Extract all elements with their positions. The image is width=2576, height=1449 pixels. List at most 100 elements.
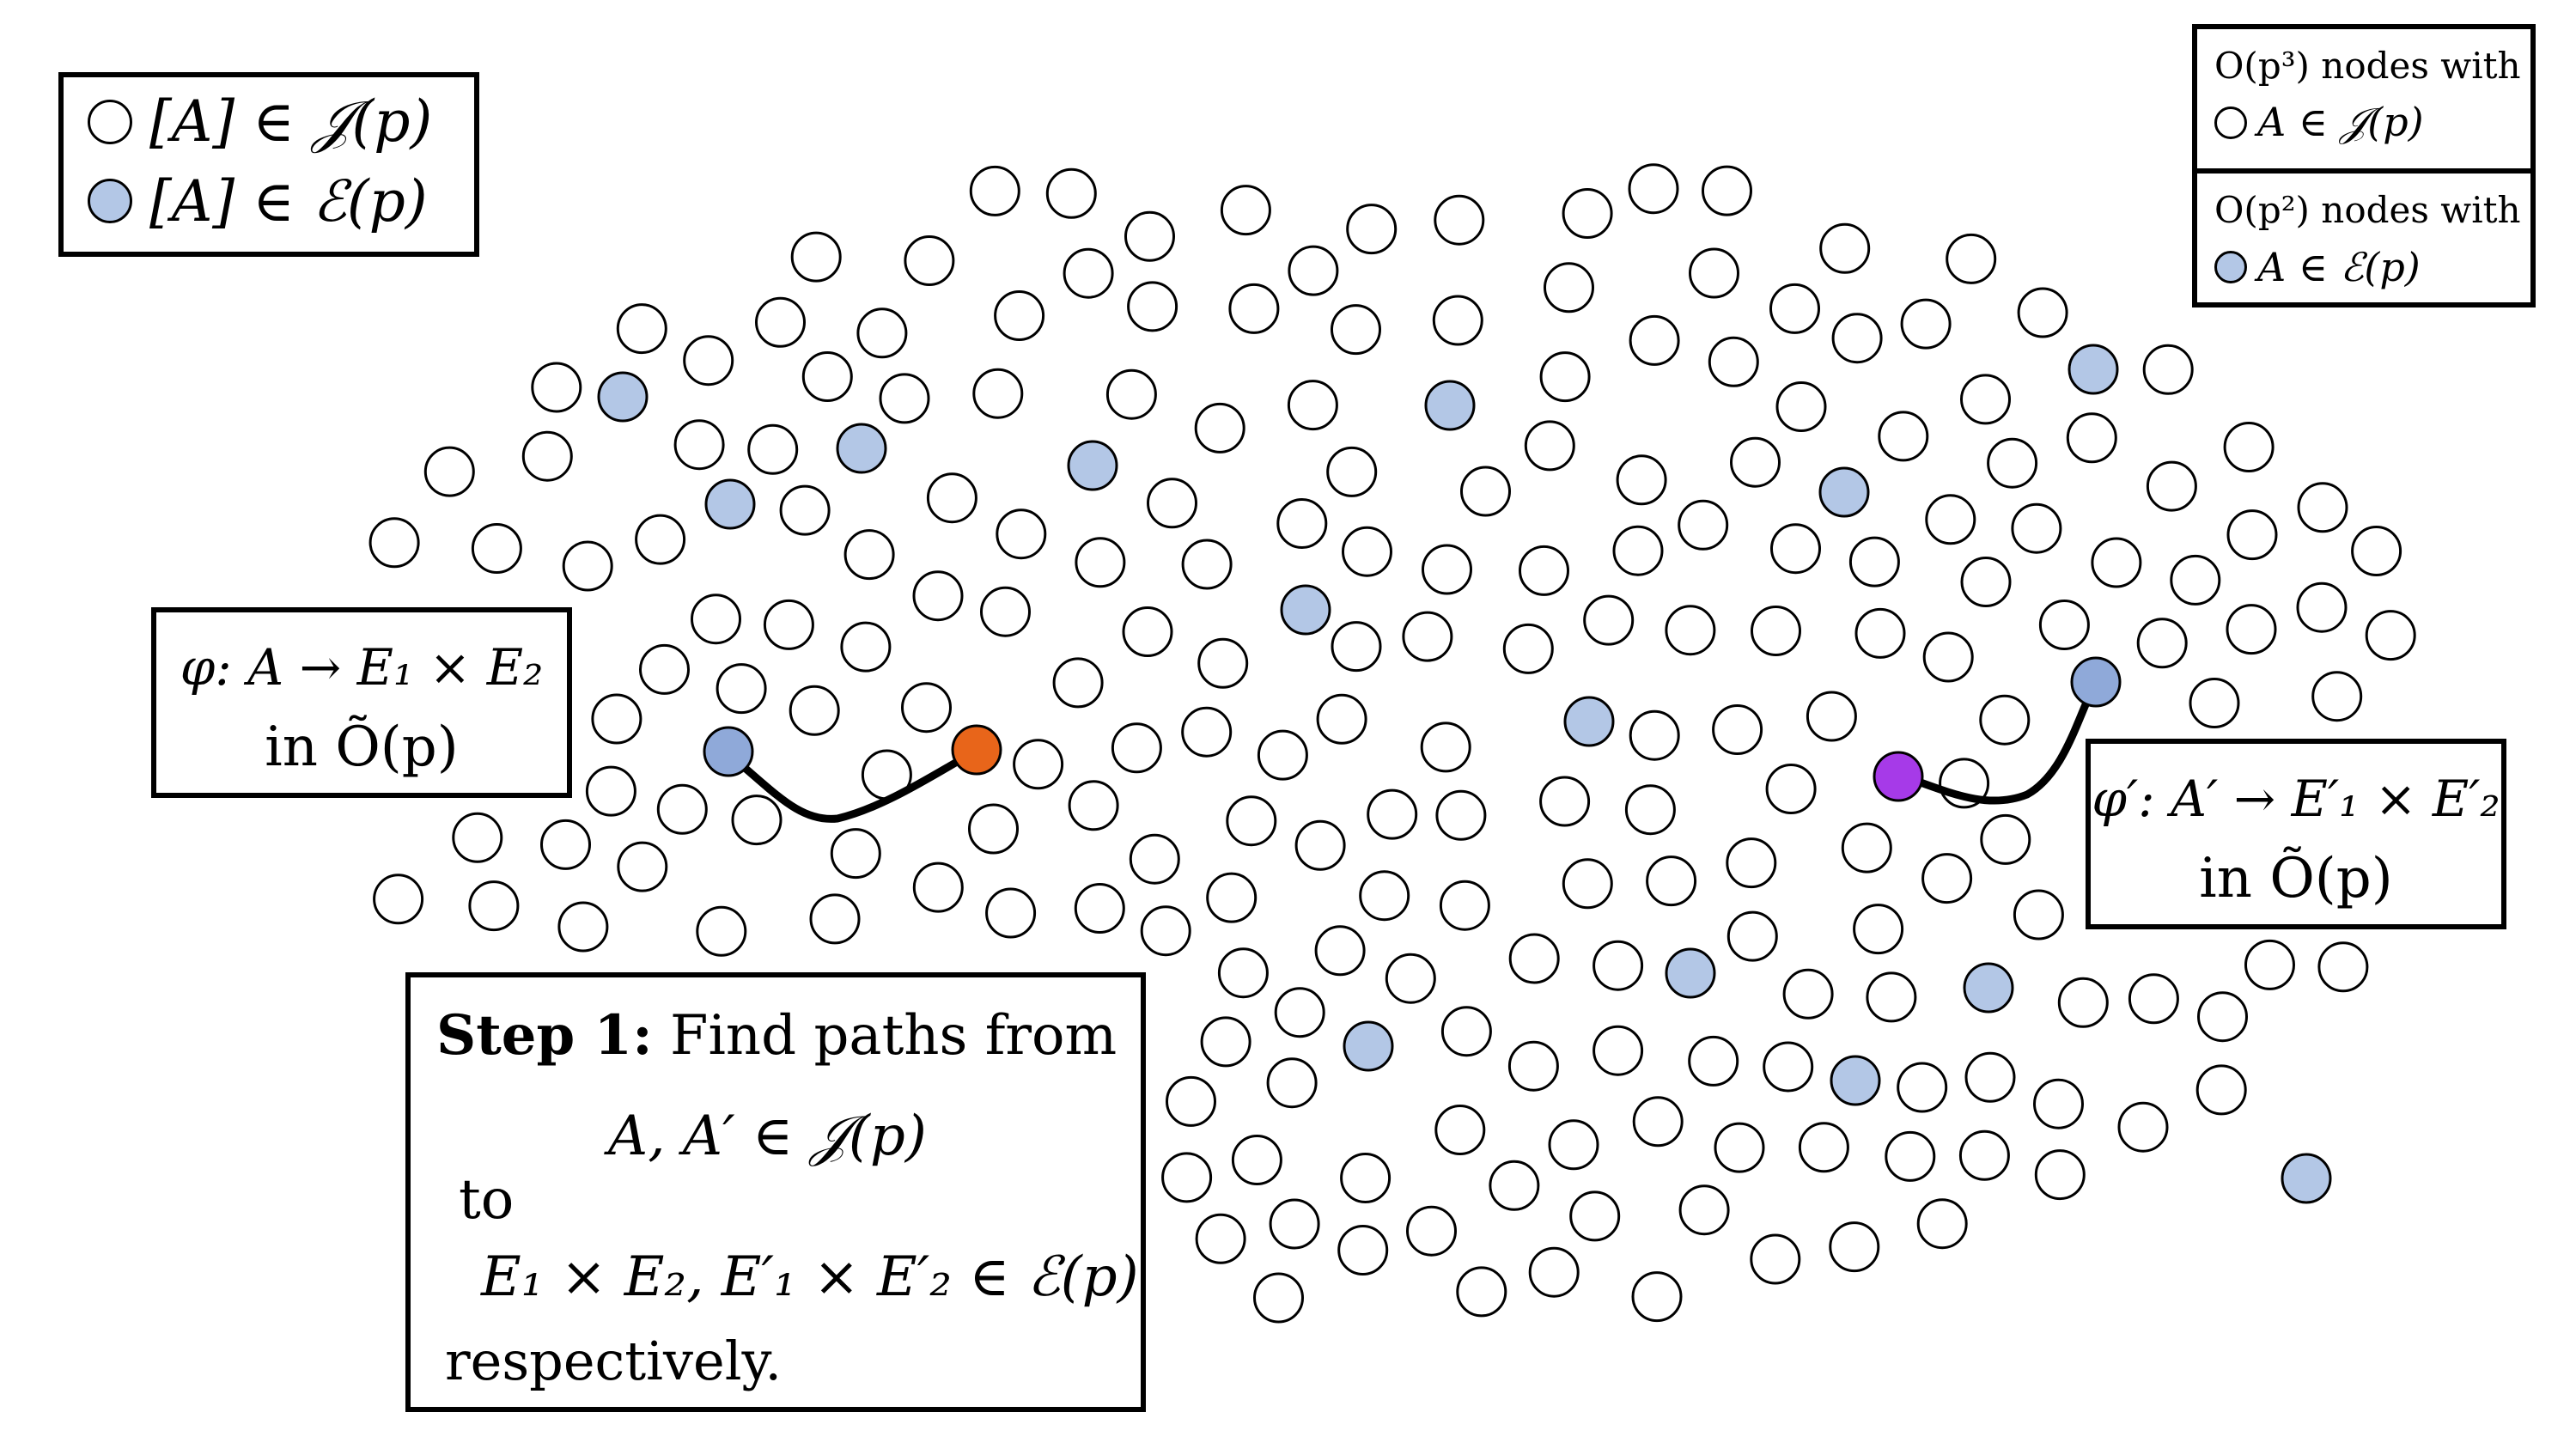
graph-node: [755, 296, 806, 348]
graph-node: [1288, 245, 1339, 296]
legend-right-bottom-line2: A ∈ ℰ(p): [2257, 244, 2421, 290]
graph-node: [1402, 611, 1453, 662]
graph-node: [1075, 537, 1126, 588]
step-line5: respectively.: [445, 1330, 783, 1392]
legend-right: O(p³) nodes with A ∈ 𝒥(p) O(p²) nodes wi…: [2192, 24, 2536, 307]
graph-node: [1276, 498, 1328, 549]
graph-node: [1714, 1122, 1765, 1173]
legend-row-e: [A] ∈ ℰ(p): [88, 161, 474, 240]
graph-node: [994, 290, 1045, 341]
graph-node: [1432, 295, 1483, 346]
graph-node: [1806, 691, 1857, 742]
graph-node: [1528, 1246, 1580, 1298]
graph-node: [2117, 1101, 2169, 1153]
graph-node: [1841, 822, 1892, 874]
graph-node: [2297, 482, 2348, 533]
graph-node: [1629, 314, 1680, 366]
special-node: [704, 478, 756, 530]
graph-node: [1831, 313, 1883, 364]
legend-label-j: [A] ∈ 𝒥(p): [149, 88, 433, 155]
graph-node: [635, 514, 686, 565]
graph-node: [801, 351, 853, 402]
graph-node: [2013, 889, 2064, 941]
graph-node: [1726, 837, 1777, 889]
graph-node: [1228, 283, 1280, 334]
graph-node: [1524, 420, 1575, 472]
graph-node: [985, 887, 1037, 939]
graph-node: [1562, 188, 1613, 239]
graph-node: [926, 472, 977, 524]
graph-node: [1013, 739, 1064, 790]
graph-node: [1964, 1051, 2016, 1103]
graph-node: [2226, 604, 2277, 655]
graph-node: [1519, 545, 1569, 596]
graph-node: [1440, 1006, 1492, 1057]
left-isogeny-box: φ: A → E₁ × E₂ in Õ(p): [151, 607, 572, 798]
graph-node: [1074, 883, 1125, 934]
graph-node: [1274, 987, 1325, 1038]
graph-node: [1616, 454, 1667, 506]
orange-node: [951, 724, 1002, 776]
graph-node: [731, 795, 783, 846]
graph-node: [1987, 437, 2038, 489]
graph-node: [1689, 247, 1739, 299]
legend-right-bottom-line1: O(p²) nodes with: [2214, 189, 2521, 231]
legend-divider: [2197, 168, 2530, 174]
graph-node: [1508, 933, 1560, 984]
graph-node: [1712, 704, 1763, 755]
graph-node: [1678, 499, 1729, 551]
graph-node: [617, 841, 668, 892]
graph-node: [789, 685, 840, 736]
graph-node: [2351, 526, 2402, 576]
graph-node: [1140, 905, 1191, 957]
graph-node: [1257, 729, 1308, 781]
graph-node: [1922, 631, 1974, 683]
graph-node: [1422, 544, 1472, 595]
graph-node: [2311, 671, 2363, 722]
graph-node: [1921, 853, 1973, 904]
graph-node: [1197, 637, 1249, 689]
graph-node: [856, 307, 908, 359]
graph-node: [683, 335, 734, 387]
graph-node: [2170, 554, 2221, 606]
graph-node: [1979, 694, 2031, 746]
graph-node: [691, 594, 741, 645]
right-isogeny-box: φ′: A′ → E′₁ × E′₂ in Õ(p): [2086, 739, 2506, 929]
graph-node: [969, 165, 1020, 216]
right-isogeny-map: φ′: A′ → E′₁ × E′₂: [2092, 770, 2500, 828]
graph-node: [2317, 941, 2369, 993]
graph-node: [1770, 523, 1821, 575]
graph-node: [1539, 776, 1591, 827]
graph-node: [972, 368, 1024, 419]
graph-node: [2091, 537, 2142, 588]
graph-node: [1231, 1135, 1282, 1185]
graph-node: [1314, 925, 1366, 977]
graph-node: [1900, 298, 1952, 350]
graph-node: [1206, 872, 1258, 923]
graph-node: [1269, 1198, 1320, 1250]
white-node-icon: [2214, 107, 2247, 139]
graph-node: [809, 893, 861, 945]
graph-node: [1195, 1213, 1246, 1264]
graph-node: [1750, 1233, 1801, 1285]
graph-node: [1111, 722, 1162, 774]
graph-node: [830, 828, 881, 880]
graph-node: [2034, 1149, 2086, 1201]
graph-node: [1592, 1025, 1644, 1076]
graph-node: [1052, 657, 1104, 709]
graph-node: [1592, 940, 1644, 991]
blue-node-icon: [2214, 251, 2247, 283]
graph-node: [1420, 721, 1471, 773]
special-node: [597, 371, 649, 423]
graph-node: [1730, 436, 1781, 488]
legend-right-bottom-row: A ∈ ℰ(p): [2214, 240, 2513, 294]
graph-node: [1763, 1041, 1814, 1093]
legend-row-j: [A] ∈ 𝒥(p): [88, 82, 474, 161]
graph-node: [1161, 1152, 1213, 1203]
graph-node: [1439, 880, 1490, 931]
graph-node: [1678, 1184, 1730, 1236]
graph-node: [1632, 1096, 1684, 1148]
graph-node: [1337, 1225, 1389, 1275]
graph-node: [1266, 1057, 1318, 1109]
graph-node: [1726, 910, 1778, 962]
